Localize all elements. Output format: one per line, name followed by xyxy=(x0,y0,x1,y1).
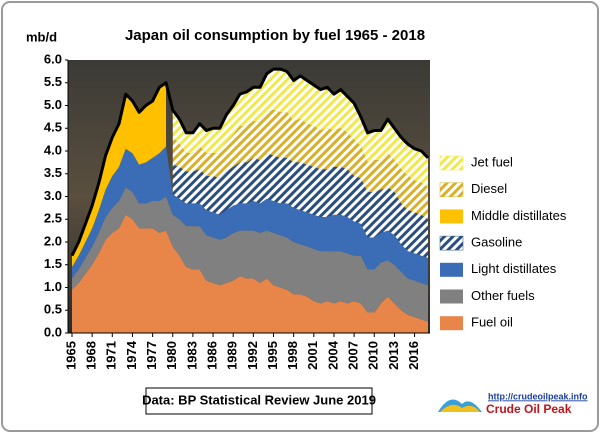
area xyxy=(72,187,428,322)
area xyxy=(172,110,428,220)
legend-label: Middle distillates xyxy=(471,208,567,223)
x-tick-label: 2013 xyxy=(386,341,401,370)
x-tick-label: 1998 xyxy=(285,341,300,370)
legend-swatch xyxy=(440,289,463,304)
y-tick-label: 2.0 xyxy=(44,233,62,248)
area xyxy=(72,146,428,286)
y-tick-label: 1.5 xyxy=(44,256,62,271)
y-tick-label: 0.0 xyxy=(44,324,62,339)
source-note: Data: BP Statistical Review June 2019 xyxy=(142,392,376,407)
legend-swatch xyxy=(440,262,463,277)
x-tick-label: 1986 xyxy=(204,341,219,370)
x-tick-label: 2004 xyxy=(325,340,340,370)
y-tick-label: 4.5 xyxy=(44,120,62,135)
area xyxy=(172,153,428,258)
legend-label: Light distillates xyxy=(471,261,557,276)
x-tick-label: 2007 xyxy=(346,341,361,370)
legend-label: Jet fuel xyxy=(471,154,513,169)
legend-swatch xyxy=(440,316,463,331)
legend-swatch xyxy=(439,155,464,171)
y-axis-label: mb/d xyxy=(26,29,57,44)
area xyxy=(72,82,167,268)
legend-label: Other fuels xyxy=(471,288,535,303)
chart-title: Japan oil consumption by fuel 1965 - 201… xyxy=(125,27,425,44)
logo-url[interactable]: http://crudeoilpeak.info xyxy=(488,391,588,401)
y-tick-label: 4.0 xyxy=(44,142,62,157)
x-tick-label: 1989 xyxy=(225,341,240,370)
x-tick-label: 1971 xyxy=(104,341,119,370)
logo-graphic xyxy=(440,404,480,412)
x-tick-label: 1977 xyxy=(144,341,159,370)
y-tick-label: 5.5 xyxy=(44,74,62,89)
y-tick-label: 3.5 xyxy=(44,165,62,180)
x-tick-label: 2010 xyxy=(366,341,381,370)
total-line xyxy=(70,67,430,257)
plot-area: 0.0 0.5 1.0 1.5 2.0 2.5 3.0 3.5 4.0 4.5 5.0 5.5 6.0 1… xyxy=(44,51,567,369)
y-tick-label: 0.5 xyxy=(44,302,62,317)
x-tick-label: 1968 xyxy=(84,341,99,370)
source-box xyxy=(145,387,373,415)
x-tick-label: 1974 xyxy=(124,340,139,370)
x-tick-label: 1965 xyxy=(63,341,78,370)
y-tick-label: 3.0 xyxy=(44,188,62,203)
area xyxy=(172,69,428,188)
y-tick-label: 6.0 xyxy=(44,51,62,66)
x-tick-label: 1980 xyxy=(164,341,179,370)
legend-swatch xyxy=(439,182,464,197)
legend-swatch xyxy=(440,209,463,224)
area xyxy=(72,214,428,333)
x-tick-label: 2001 xyxy=(305,341,320,370)
x-tick-label: 1983 xyxy=(184,341,199,370)
x-tick-label: 1992 xyxy=(245,341,260,370)
legend-label: Fuel oil xyxy=(471,315,513,330)
legend-swatch xyxy=(439,235,464,251)
y-tick-label: 5.0 xyxy=(44,97,62,112)
x-tick-label: 1995 xyxy=(265,341,280,370)
legend-label: Gasoline xyxy=(471,235,522,250)
y-tick-label: 2.5 xyxy=(44,211,62,226)
x-tick-label: 2016 xyxy=(406,341,421,370)
logo-text: Crude Oil Peak xyxy=(486,402,572,416)
y-tick-label: 1.0 xyxy=(44,279,62,294)
legend-label: Diesel xyxy=(471,181,507,196)
logo: http://crudeoilpeak.info Crude Oil Peak xyxy=(438,391,588,416)
